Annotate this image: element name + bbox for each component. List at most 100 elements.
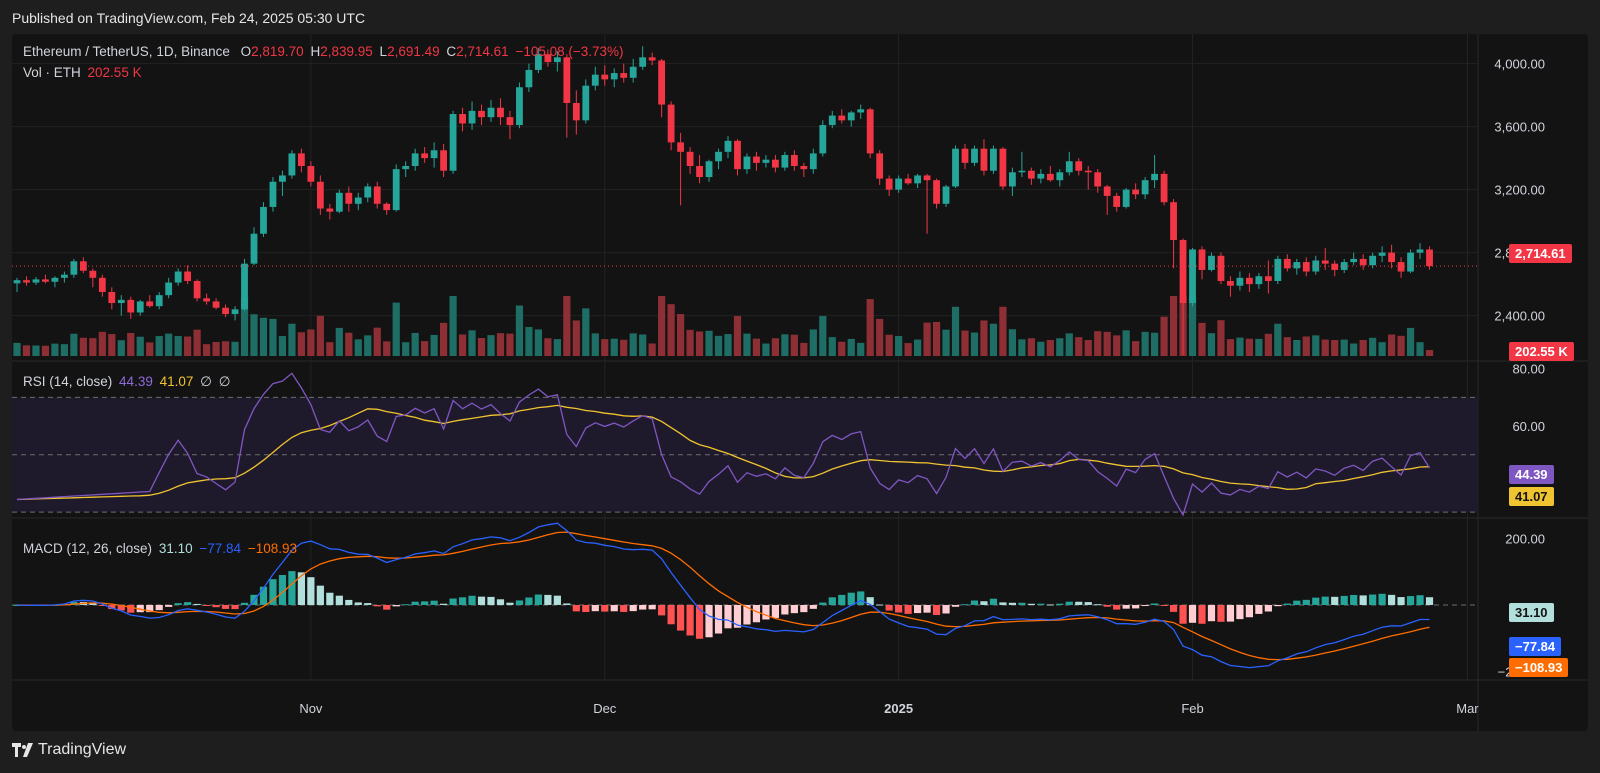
candle-body[interactable]: [1407, 252, 1414, 272]
candle-body[interactable]: [1122, 189, 1130, 207]
candle-body[interactable]: [772, 159, 779, 168]
candle-body[interactable]: [392, 169, 400, 211]
candle-body[interactable]: [1160, 173, 1168, 203]
candle-body[interactable]: [326, 208, 334, 212]
candle-body[interactable]: [715, 151, 722, 162]
candle-body[interactable]: [449, 114, 457, 171]
candle-body[interactable]: [1350, 258, 1358, 263]
candle-body[interactable]: [1264, 276, 1272, 281]
candle-body[interactable]: [430, 150, 438, 159]
candle-body[interactable]: [1359, 258, 1367, 266]
candle-body[interactable]: [971, 148, 978, 163]
candle-body[interactable]: [1426, 249, 1433, 267]
candle-body[interactable]: [980, 148, 988, 171]
candle-body[interactable]: [1170, 202, 1177, 241]
candle-body[interactable]: [999, 148, 1007, 187]
candle-body[interactable]: [516, 87, 523, 126]
candle-body[interactable]: [1046, 173, 1054, 181]
candle-body[interactable]: [1179, 240, 1187, 304]
candle-body[interactable]: [13, 280, 21, 284]
candle-body[interactable]: [459, 114, 466, 124]
candle-body[interactable]: [1113, 195, 1121, 207]
candle-body[interactable]: [61, 274, 68, 278]
candle-body[interactable]: [298, 153, 305, 166]
candle-body[interactable]: [591, 74, 599, 86]
candle-body[interactable]: [1018, 170, 1026, 173]
candle-body[interactable]: [525, 69, 533, 88]
candle-body[interactable]: [231, 309, 239, 315]
candle-body[interactable]: [1094, 172, 1102, 187]
candle-body[interactable]: [136, 301, 144, 313]
candle-body[interactable]: [335, 192, 343, 212]
candle-body[interactable]: [345, 192, 353, 204]
candle-body[interactable]: [354, 197, 362, 204]
candle-body[interactable]: [42, 279, 49, 282]
candle-body[interactable]: [98, 277, 106, 292]
candle-body[interactable]: [781, 154, 789, 168]
candle-body[interactable]: [705, 161, 713, 178]
candle-body[interactable]: [563, 57, 571, 103]
candle-body[interactable]: [544, 54, 552, 63]
candle-body[interactable]: [1331, 263, 1339, 270]
candle-body[interactable]: [582, 85, 590, 121]
candle-body[interactable]: [961, 148, 969, 163]
candle-body[interactable]: [601, 74, 609, 80]
candle-body[interactable]: [383, 203, 391, 211]
candle-body[interactable]: [1208, 255, 1215, 270]
candle-body[interactable]: [904, 178, 912, 184]
candle-body[interactable]: [89, 270, 97, 278]
tradingview-logo[interactable]: TradingView: [12, 741, 126, 759]
candle-body[interactable]: [753, 156, 760, 163]
candle-body[interactable]: [1009, 172, 1016, 187]
candle-body[interactable]: [260, 206, 267, 234]
candle-body[interactable]: [819, 125, 827, 154]
candle-body[interactable]: [790, 154, 798, 166]
candle-body[interactable]: [1321, 260, 1329, 264]
candle-body[interactable]: [743, 156, 751, 170]
candle-body[interactable]: [1132, 189, 1140, 195]
candle-body[interactable]: [620, 73, 628, 78]
candle-body[interactable]: [1283, 258, 1291, 269]
candle-body[interactable]: [1388, 252, 1395, 263]
candle-body[interactable]: [696, 166, 703, 178]
candle-body[interactable]: [1141, 180, 1149, 195]
candle-body[interactable]: [174, 271, 182, 283]
candle-body[interactable]: [933, 180, 940, 204]
candle-body[interactable]: [648, 57, 656, 61]
candle-body[interactable]: [1312, 260, 1320, 272]
candle-body[interactable]: [146, 301, 154, 307]
candle-body[interactable]: [677, 142, 684, 152]
candle-body[interactable]: [79, 261, 87, 271]
candle-body[interactable]: [838, 115, 846, 121]
candle-body[interactable]: [250, 233, 258, 264]
candle-body[interactable]: [658, 60, 666, 105]
candle-body[interactable]: [373, 186, 381, 204]
candle-body[interactable]: [117, 299, 125, 304]
candle-body[interactable]: [1397, 262, 1405, 272]
candle-body[interactable]: [1217, 255, 1225, 281]
candle-body[interactable]: [828, 115, 836, 126]
candle-body[interactable]: [1037, 173, 1045, 179]
candle-body[interactable]: [667, 104, 675, 143]
candle-body[interactable]: [610, 73, 618, 80]
candle-body[interactable]: [847, 112, 855, 121]
candle-body[interactable]: [1302, 262, 1310, 272]
candle-body[interactable]: [193, 280, 201, 299]
candle-body[interactable]: [269, 181, 277, 207]
candle-body[interactable]: [952, 148, 959, 187]
candle-body[interactable]: [421, 153, 429, 159]
candle-body[interactable]: [914, 175, 921, 184]
candle-body[interactable]: [411, 153, 419, 166]
candle-body[interactable]: [876, 153, 884, 179]
candle-body[interactable]: [686, 151, 694, 166]
candle-body[interactable]: [478, 110, 485, 118]
candle-body[interactable]: [402, 166, 410, 170]
candle-body[interactable]: [1227, 280, 1234, 286]
candle-body[interactable]: [51, 277, 59, 282]
candle-body[interactable]: [1416, 249, 1424, 253]
candle-body[interactable]: [1236, 277, 1244, 286]
candle-body[interactable]: [241, 263, 248, 310]
candle-body[interactable]: [1369, 255, 1377, 266]
candle-body[interactable]: [288, 153, 296, 176]
